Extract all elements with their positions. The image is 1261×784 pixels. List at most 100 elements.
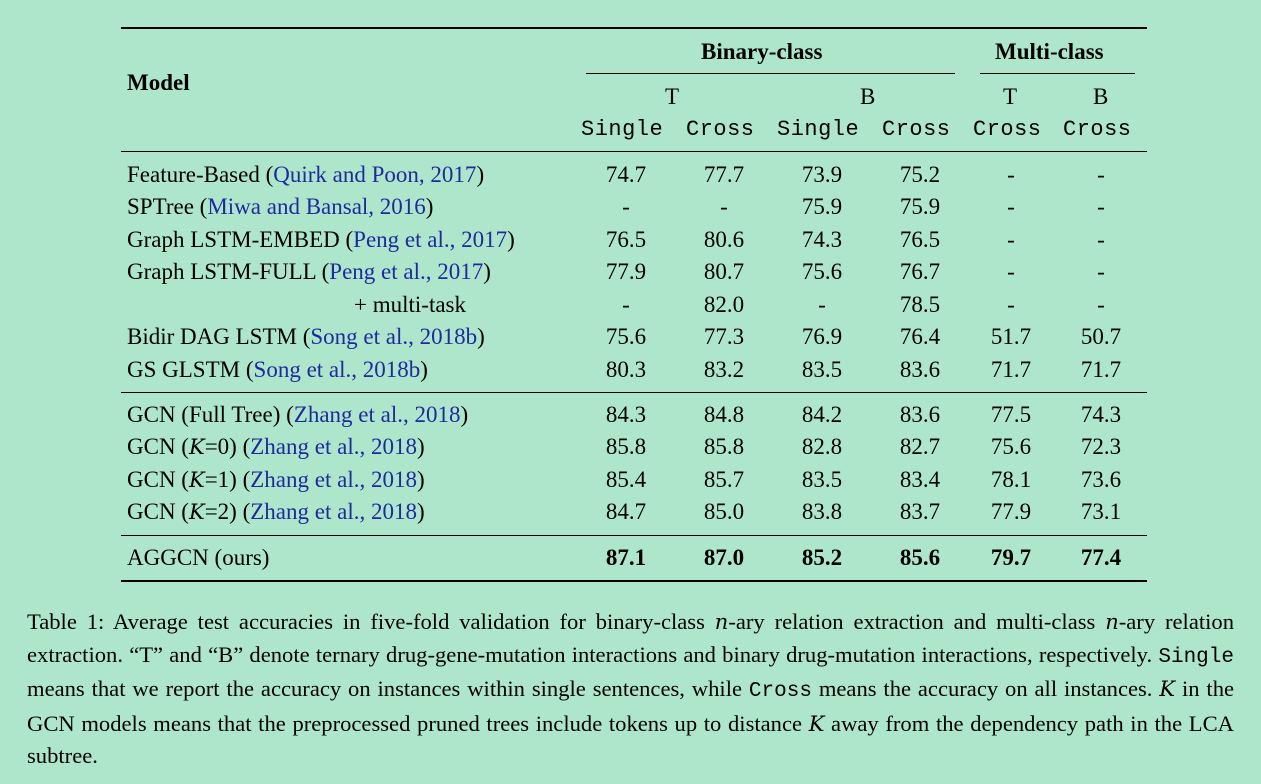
value-cell: 50.7 [1080, 324, 1122, 349]
value-cell: 72.3 [1080, 434, 1122, 459]
value-cell: - [1097, 194, 1105, 219]
value-cell: 76.4 [899, 324, 941, 349]
model-name: GCN (K=0) [127, 434, 237, 459]
value-cell: - [1007, 194, 1015, 219]
caption-single-term: Single [1158, 645, 1234, 669]
value-cell: 75.9 [899, 194, 941, 219]
open-paren: ( [236, 434, 251, 459]
citation-link[interactable]: Zhang et al., 2018 [250, 434, 417, 459]
value-cell: 83.5 [801, 467, 843, 492]
model-name: + multi-task [354, 292, 466, 317]
citation-link[interactable]: Peng et al., 2017 [353, 227, 508, 252]
open-paren: ( [240, 357, 254, 382]
close-paren: ) [477, 324, 485, 349]
open-paren: ( [259, 162, 274, 187]
value-cell: 82.7 [899, 434, 941, 459]
binary-class-underline [586, 73, 955, 74]
citation-link[interactable]: Song et al., 2018b [253, 357, 421, 382]
value-cell: 73.9 [801, 162, 843, 187]
multi-class-header: Multi-class [995, 39, 1104, 64]
binary-binary-header: B [860, 84, 876, 109]
value-cell: 73.6 [1080, 467, 1122, 492]
table-row: + multi-task - 82.0 - 78.5 - - [121, 289, 1147, 321]
open-paren: ( [315, 259, 330, 284]
col-header-binary-t-cross: Cross [686, 117, 755, 142]
value-cell: 77.9 [990, 499, 1032, 524]
model-name-cell: AGGCN (ours) [127, 542, 269, 574]
value-cell: 51.7 [990, 324, 1032, 349]
caption-n-1: n [714, 610, 729, 634]
value-cell: 83.6 [899, 402, 941, 427]
value-cell: 83.6 [899, 357, 941, 382]
value-cell: 85.0 [703, 499, 745, 524]
model-name: Feature-Based [127, 162, 260, 187]
value-cell: 75.9 [801, 194, 843, 219]
bottom-rule [121, 580, 1147, 582]
model-name-cell: Graph LSTM-EMBED (Peng et al., 2017) [127, 224, 515, 256]
caption-text-7: away from the dependency path in the LCA… [27, 710, 1234, 769]
close-paren: ) [416, 467, 425, 492]
value-cell: - [720, 194, 728, 219]
value-cell: - [622, 292, 630, 317]
model-name-cell: GS GLSTM (Song et al., 2018b) [127, 354, 428, 386]
value-cell: 83.7 [899, 499, 941, 524]
caption-n-2: n [1105, 610, 1119, 634]
value-cell: 76.7 [899, 259, 941, 284]
caption-text-6: in the GCN models means that the preproc… [27, 676, 1235, 736]
value-cell: 85.8 [703, 434, 745, 459]
value-cell: 84.8 [703, 402, 745, 427]
col-header-binary-t-single: Single [581, 117, 664, 142]
citation-link[interactable]: Quirk and Poon, 2017 [273, 162, 477, 187]
value-cell: 82.8 [801, 434, 843, 459]
caption-k-2: K [808, 711, 825, 736]
citation-link[interactable]: Zhang et al., 2018 [250, 467, 417, 492]
value-cell: 79.7 [990, 545, 1032, 570]
citation-link[interactable]: Zhang et al., 2018 [293, 402, 461, 427]
citation-link[interactable]: Song et al., 2018b [310, 324, 478, 349]
caption-text-1: Average test accuracies in five-fold val… [112, 609, 705, 634]
open-paren: ( [280, 402, 294, 427]
value-cell: 82.0 [703, 292, 745, 317]
model-name-cell: GCN (Full Tree) (Zhang et al., 2018) [127, 399, 468, 431]
close-paren: ) [460, 402, 469, 427]
close-paren: ) [507, 227, 515, 252]
value-cell: 80.7 [703, 259, 745, 284]
citation-link[interactable]: Peng et al., 2017 [329, 259, 484, 284]
model-name: AGGCN (ours) [127, 545, 270, 570]
model-name-cell: SPTree (Miwa and Bansal, 2016) [127, 191, 433, 223]
citation-link[interactable]: Zhang et al., 2018 [250, 499, 417, 524]
table-row: GCN (Full Tree) (Zhang et al., 2018) 84.3… [121, 399, 1147, 431]
value-cell: 74.7 [605, 162, 647, 187]
value-cell: - [1007, 227, 1015, 252]
value-cell: 83.4 [899, 467, 941, 492]
table-caption: Table 1: Average test accuracies in five… [27, 606, 1234, 772]
section-rule-2 [121, 535, 1147, 536]
caption-text-2: -ary relation extraction and multi-class [728, 609, 1096, 634]
citation-link[interactable]: Miwa and Bansal, 2016 [207, 194, 426, 219]
results-table: Model Binary-class Multi-class T B T B S… [121, 27, 1147, 583]
value-cell: 87.1 [605, 545, 647, 570]
col-header-binary-b-single: Single [777, 117, 860, 142]
model-name: Graph LSTM-EMBED [127, 227, 340, 252]
value-cell: 85.6 [899, 545, 941, 570]
value-cell: 80.6 [703, 227, 745, 252]
value-cell: 71.7 [990, 357, 1032, 382]
binary-class-header: Binary-class [701, 39, 823, 64]
value-cell: 77.9 [605, 259, 647, 284]
col-header-binary-b-cross: Cross [882, 117, 951, 142]
caption-cross-term: Cross [748, 680, 812, 704]
model-name-cell: Feature-Based (Quirk and Poon, 2017) [127, 159, 484, 191]
value-cell: 85.8 [605, 434, 647, 459]
value-cell: - [1097, 292, 1105, 317]
value-cell: - [1097, 259, 1105, 284]
model-name-cell: Bidir DAG LSTM (Song et al., 2018b) [127, 321, 485, 353]
open-paren: ( [193, 194, 208, 219]
model-name: SPTree [127, 194, 194, 219]
close-paren: ) [425, 194, 434, 219]
value-cell: 84.7 [605, 499, 647, 524]
open-paren: ( [236, 499, 251, 524]
value-cell: 76.5 [605, 227, 647, 252]
multi-ternary-header: T [1003, 84, 1018, 109]
value-cell: 77.5 [990, 402, 1032, 427]
value-cell: 83.5 [801, 357, 843, 382]
